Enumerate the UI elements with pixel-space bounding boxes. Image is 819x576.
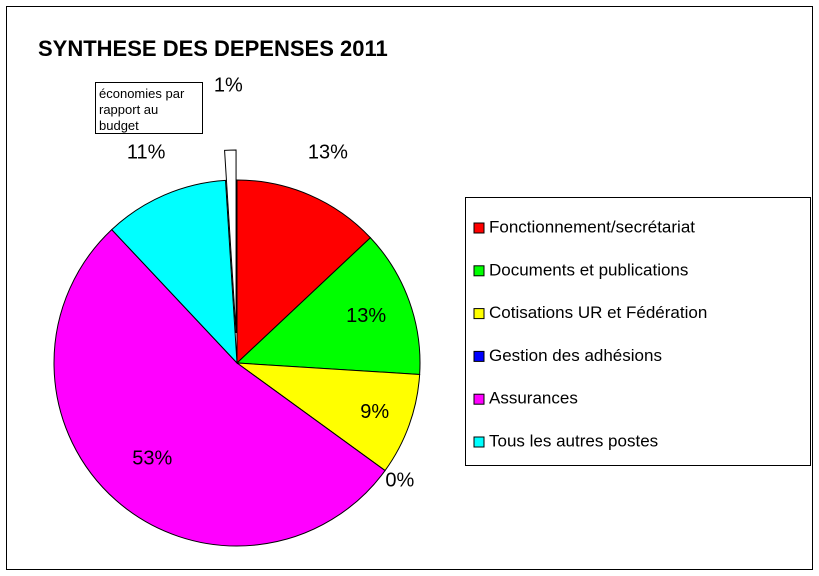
data-label: 11% bbox=[127, 141, 166, 163]
legend-swatch bbox=[473, 222, 485, 234]
legend-label: Tous les autres postes bbox=[489, 431, 658, 450]
legend-box bbox=[465, 197, 811, 466]
data-label: 53% bbox=[132, 447, 172, 469]
chart-title: SYNTHESE DES DEPENSES 2011 bbox=[38, 36, 388, 61]
pie-slice bbox=[235, 237, 421, 376]
data-label: 0% bbox=[385, 470, 414, 492]
legend-swatch bbox=[473, 308, 485, 320]
pie-slice bbox=[224, 149, 237, 334]
pie-slice bbox=[53, 228, 386, 547]
legend-swatch bbox=[473, 393, 485, 405]
data-label: 1% bbox=[214, 74, 243, 96]
legend-swatch bbox=[473, 350, 485, 362]
legend-label: Assurances bbox=[489, 389, 578, 408]
callout-label: économies par rapport au budget bbox=[95, 82, 203, 134]
data-label: 13% bbox=[346, 305, 386, 327]
data-label: 13% bbox=[308, 141, 348, 163]
pie-slice bbox=[236, 179, 372, 365]
legend-swatch bbox=[473, 265, 485, 277]
legend-label: Fonctionnement/secrétariat bbox=[489, 217, 695, 236]
legend-label: Gestion des adhésions bbox=[489, 346, 662, 365]
pie-slice bbox=[111, 179, 238, 365]
legend-label: Documents et publications bbox=[489, 260, 688, 279]
legend-label: Cotisations UR et Fédération bbox=[489, 303, 707, 322]
pie-slice bbox=[235, 362, 421, 472]
legend-swatch bbox=[473, 436, 485, 448]
data-label: 9% bbox=[360, 401, 389, 423]
